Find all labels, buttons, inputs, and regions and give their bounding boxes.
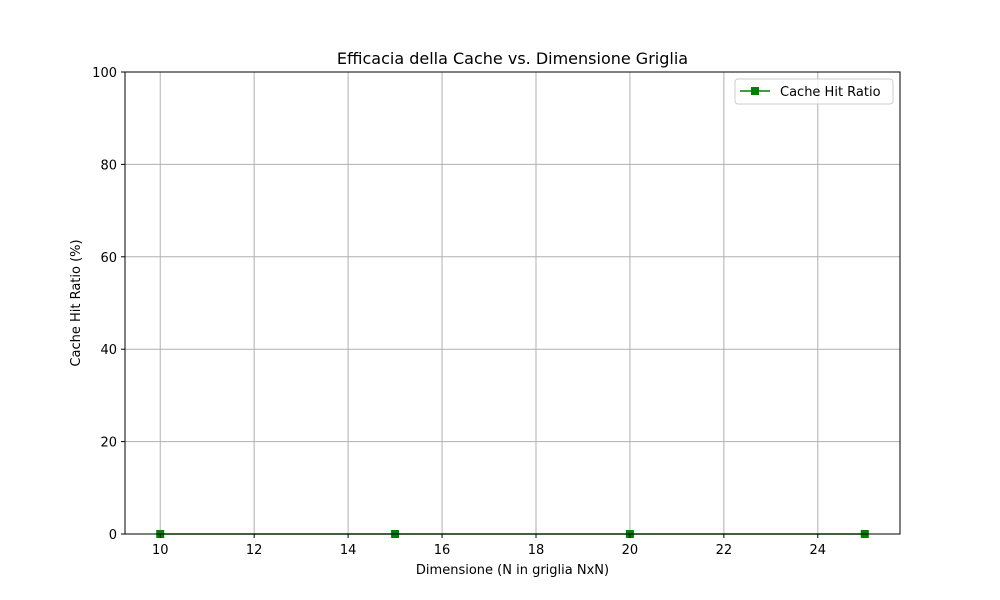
y-axis-label: Cache Hit Ratio (%): [69, 239, 84, 366]
x-tick-label: 24: [810, 543, 827, 558]
x-tick-label: 22: [716, 543, 733, 558]
plot-frame: [124, 71, 901, 535]
y-tick-label: 60: [100, 251, 117, 266]
x-axis-label: Dimensione (N in griglia NxN): [416, 563, 609, 578]
y-tick-label: 20: [100, 436, 117, 451]
chart-title: Efficacia della Cache vs. Dimensione Gri…: [337, 49, 688, 68]
y-tick-label: 40: [100, 343, 117, 358]
x-tick-label: 14: [340, 543, 357, 558]
y-axis-ticks: 0 20 40 60 80 100: [92, 66, 125, 543]
x-tick-label: 12: [246, 543, 263, 558]
plot-area: [125, 72, 900, 534]
x-axis-ticks: 10 12 14 16 18 20 22 24: [152, 534, 826, 558]
legend-marker: [751, 87, 759, 95]
y-tick-label: 0: [109, 528, 117, 543]
legend-box: [734, 78, 894, 105]
x-tick-label: 10: [152, 543, 169, 558]
legend: Cache Hit Ratio: [734, 78, 894, 105]
y-tick-label: 100: [92, 66, 117, 81]
legend-entry-label: Cache Hit Ratio: [780, 85, 881, 100]
x-tick-label: 20: [622, 543, 639, 558]
x-tick-label: 18: [528, 543, 545, 558]
x-tick-label: 16: [434, 543, 451, 558]
y-tick-label: 80: [100, 158, 117, 173]
